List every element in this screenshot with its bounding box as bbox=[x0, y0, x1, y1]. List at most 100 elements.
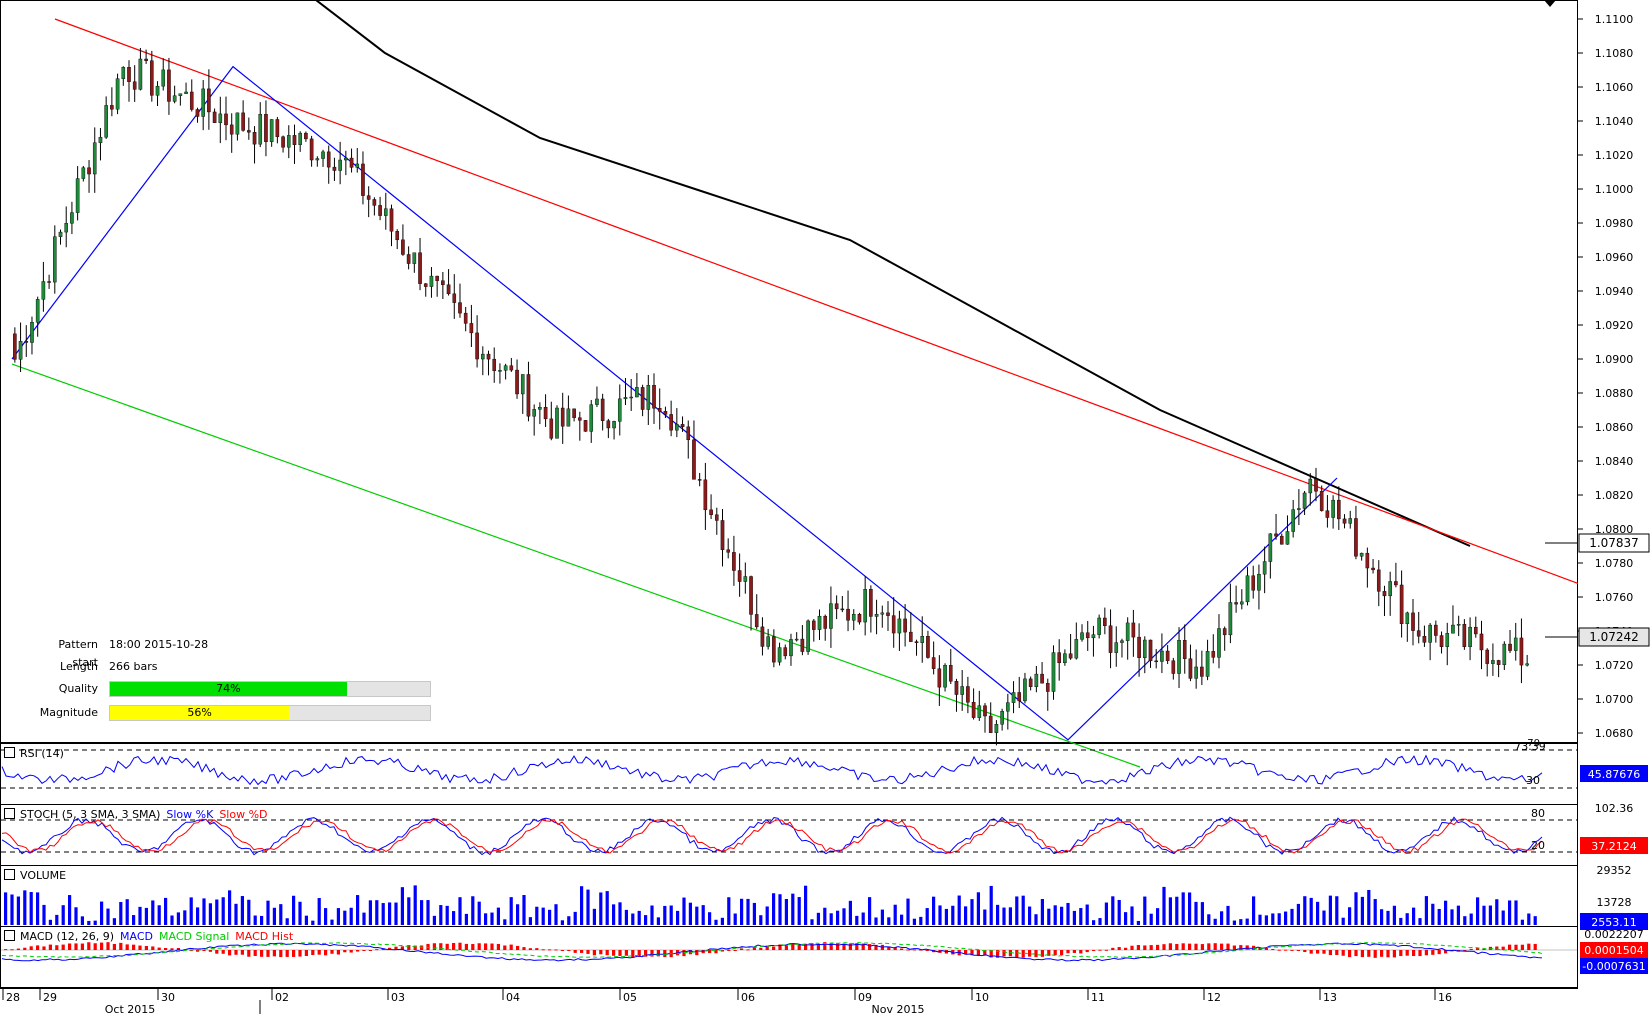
candle-body bbox=[35, 299, 40, 323]
macd-hist-bar bbox=[23, 947, 27, 950]
volume-bar bbox=[791, 893, 795, 925]
candle-body bbox=[623, 397, 628, 400]
stoch-close-icon[interactable] bbox=[4, 808, 15, 819]
macd-hist-bar bbox=[375, 949, 379, 951]
volume-bar bbox=[893, 904, 897, 925]
candle-body bbox=[1251, 575, 1256, 591]
candle-body bbox=[207, 88, 211, 113]
candle-body bbox=[920, 636, 925, 643]
macd-hist-bar bbox=[304, 950, 308, 956]
macd-hist-bar bbox=[855, 943, 859, 950]
candle-body bbox=[435, 275, 439, 281]
macd-hist-bar bbox=[125, 944, 129, 950]
macd-hist-bar bbox=[106, 942, 110, 950]
volume-bar bbox=[1175, 896, 1179, 925]
volume-bar bbox=[548, 909, 552, 925]
candle-body bbox=[1182, 640, 1187, 659]
volume-bar bbox=[29, 892, 33, 925]
candle-body bbox=[1148, 639, 1153, 662]
macd-hist-bar bbox=[1284, 949, 1288, 951]
candle-body bbox=[714, 514, 719, 521]
candle-body bbox=[1462, 624, 1467, 647]
candle-body bbox=[1154, 660, 1159, 663]
volume-bar bbox=[464, 913, 468, 925]
stoch-header: STOCH (5, 3 SMA, 3 SMA) Slow %K Slow %D bbox=[4, 808, 268, 821]
macd-hist-bar bbox=[1380, 950, 1384, 957]
candle-body bbox=[777, 647, 782, 663]
macd-hist-bar bbox=[1200, 944, 1204, 950]
candle-body bbox=[1194, 666, 1198, 679]
candle-body bbox=[1439, 635, 1444, 647]
rsi-close-icon[interactable] bbox=[4, 747, 15, 758]
candle-body bbox=[172, 95, 177, 102]
price-tick-label: 1.1020 bbox=[1595, 149, 1634, 162]
price-tick-label: 1.0820 bbox=[1595, 489, 1634, 502]
volume-bar bbox=[362, 912, 366, 925]
volume-bar bbox=[676, 910, 680, 925]
candle-body bbox=[560, 407, 565, 427]
scroll-arrow-icon[interactable] bbox=[1544, 0, 1556, 7]
volume-bar bbox=[279, 904, 283, 925]
rsi-line bbox=[1, 754, 1543, 786]
volume-bar bbox=[829, 913, 833, 925]
candle-body bbox=[1354, 518, 1358, 557]
candle-body bbox=[110, 105, 114, 110]
candle-body bbox=[469, 323, 474, 334]
macd-hist-bar bbox=[93, 943, 97, 950]
volume-bar bbox=[720, 917, 724, 925]
candle-body bbox=[1211, 651, 1216, 658]
candle-body bbox=[817, 615, 822, 630]
candle-body bbox=[1491, 660, 1495, 664]
macd-hist-bar bbox=[893, 947, 897, 950]
candle-body bbox=[1268, 533, 1273, 562]
volume-bar bbox=[349, 907, 353, 925]
volume-bar bbox=[1354, 892, 1358, 925]
volume-bar bbox=[778, 894, 782, 925]
macd-header: MACD (12, 26, 9) MACD MACD Signal MACD Hist bbox=[4, 930, 294, 943]
macd-hist-bar bbox=[797, 944, 801, 950]
macd-hist-bar bbox=[112, 943, 116, 950]
macd-hist-bar bbox=[330, 950, 334, 954]
candle-body bbox=[834, 603, 839, 610]
volume-bar bbox=[573, 911, 577, 925]
volume-bar bbox=[1444, 900, 1448, 925]
macd-hist-bar bbox=[759, 947, 763, 950]
volume-close-icon[interactable] bbox=[4, 869, 15, 880]
volume-label: VOLUME bbox=[20, 869, 66, 882]
stoch-level-80: 80 bbox=[1531, 807, 1545, 820]
macd-hist-bar bbox=[1104, 949, 1108, 951]
volume-bar bbox=[23, 890, 27, 925]
macd-hist-bar bbox=[580, 950, 584, 953]
volume-bar bbox=[400, 887, 404, 925]
candle-body bbox=[1228, 602, 1233, 636]
macd-close-icon[interactable] bbox=[4, 930, 15, 941]
candle-body bbox=[960, 686, 964, 695]
candle-body bbox=[1200, 666, 1204, 677]
candle-body bbox=[161, 69, 166, 87]
volume-bar bbox=[138, 906, 142, 925]
macd-hist-bar bbox=[1354, 950, 1358, 957]
volume-bar bbox=[586, 889, 590, 925]
volume-bar bbox=[1149, 913, 1153, 925]
candle-body bbox=[1262, 561, 1267, 575]
support-line bbox=[11, 363, 1141, 768]
candle-body bbox=[275, 119, 280, 137]
time-tick-label: 29 bbox=[43, 991, 57, 1004]
candle-body bbox=[1279, 535, 1284, 545]
volume-bar bbox=[957, 895, 961, 925]
candle-body bbox=[315, 158, 320, 161]
volume-bar bbox=[1226, 905, 1230, 925]
volume-bar bbox=[1092, 920, 1096, 925]
volume-bar bbox=[631, 913, 635, 925]
volume-bar bbox=[336, 908, 340, 925]
month-label: Oct 2015 bbox=[105, 1003, 156, 1014]
macd-hist-bar bbox=[1508, 944, 1512, 950]
macd-hist-bar bbox=[900, 948, 904, 950]
candle-body bbox=[452, 293, 457, 303]
candle-body bbox=[1023, 678, 1027, 702]
volume-bar bbox=[765, 906, 769, 925]
candle-body bbox=[144, 58, 148, 61]
volume-bar bbox=[976, 892, 980, 925]
macd-hist-bar bbox=[1322, 950, 1326, 954]
